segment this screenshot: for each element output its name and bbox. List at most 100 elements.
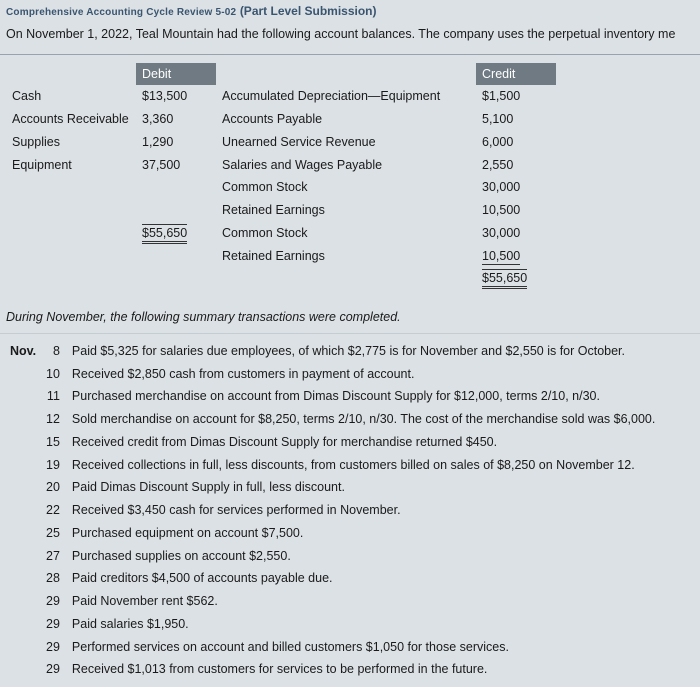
transaction-row: 29Performed services on account and bill… [6,636,694,659]
table-row: Common Stock30,000 [6,176,694,199]
transaction-row: 10Received $2,850 cash from customers in… [6,363,694,386]
transaction-desc: Received $3,450 cash for services perfor… [68,499,694,522]
month-label [6,499,42,522]
transaction-day: 19 [42,454,68,477]
transaction-day: 8 [42,340,68,363]
transaction-row: 29Paid November rent $562. [6,590,694,613]
debit-amount: 37,500 [136,154,216,177]
debit-account-name: Equipment [6,154,136,177]
debit-header: Debit [136,63,216,86]
transactions-intro: During November, the following summary t… [0,300,700,334]
debit-amount: 3,360 [136,108,216,131]
debit-amount: 1,290 [136,131,216,154]
transaction-row: 27Purchased supplies on account $2,550. [6,545,694,568]
transaction-row: 29Received $1,013 from customers for ser… [6,658,694,681]
table-row: Equipment37,500Salaries and Wages Payabl… [6,154,694,177]
transaction-day: 29 [42,636,68,659]
table-row: $55,650 [6,267,694,290]
credit-total: $55,650 [476,267,556,290]
table-row: Supplies1,290Unearned Service Revenue6,0… [6,131,694,154]
transaction-day: 29 [42,613,68,636]
credit-account-name: Common Stock [216,222,476,245]
transaction-desc: Paid Dimas Discount Supply in full, less… [68,476,694,499]
credit-header: Credit [476,63,556,86]
table-row: Retained Earnings10,500 [6,245,694,268]
table-row: Accounts Receivable3,360Accounts Payable… [6,108,694,131]
credit-amount: $1,500 [476,85,556,108]
month-label [6,522,42,545]
balances-section: Debit Credit Cash$13,500Accumulated Depr… [0,55,700,301]
table-row: Retained Earnings10,500 [6,199,694,222]
transaction-row: 15Received credit from Dimas Discount Su… [6,431,694,454]
transaction-row: 20Paid Dimas Discount Supply in full, le… [6,476,694,499]
transaction-desc: Purchased merchandise on account from Di… [68,385,694,408]
transaction-row: 11Purchased merchandise on account from … [6,385,694,408]
transaction-day: 27 [42,545,68,568]
transaction-row: Nov.8Paid $5,325 for salaries due employ… [6,340,694,363]
transaction-desc: Purchased supplies on account $2,550. [68,545,694,568]
month-label [6,363,42,386]
transaction-desc: Paid $5,325 for salaries due employees, … [68,340,694,363]
debit-total: $55,650 [136,222,216,245]
transaction-day: 29 [42,658,68,681]
debit-amount [136,199,216,222]
table-row: $55,650Common Stock30,000 [6,222,694,245]
transaction-day: 11 [42,385,68,408]
transaction-desc: Performed services on account and billed… [68,636,694,659]
intro-text: On November 1, 2022, Teal Mountain had t… [0,22,700,55]
debit-amount [136,176,216,199]
transaction-day: 25 [42,522,68,545]
transaction-row: 12Sold merchandise on account for $8,250… [6,408,694,431]
transaction-desc: Received collections in full, less disco… [68,454,694,477]
credit-account-name: Common Stock [216,176,476,199]
transaction-row: 19Received collections in full, less dis… [6,454,694,477]
month-label [6,636,42,659]
transaction-desc: Paid November rent $562. [68,590,694,613]
month-label [6,590,42,613]
table-header-row: Debit Credit [6,63,694,86]
transactions-section: Nov.8Paid $5,325 for salaries due employ… [0,334,700,687]
month-label [6,431,42,454]
debit-account-name [6,176,136,199]
transaction-row: 28Paid creditors $4,500 of accounts paya… [6,567,694,590]
transaction-desc: Paid salaries $1,950. [68,613,694,636]
credit-amount: 10,500 [476,245,556,268]
transactions-table: Nov.8Paid $5,325 for salaries due employ… [6,340,694,681]
debit-account-name: Cash [6,85,136,108]
credit-account-name: Salaries and Wages Payable [216,154,476,177]
credit-account-name: Accounts Payable [216,108,476,131]
transaction-day: 12 [42,408,68,431]
transaction-day: 22 [42,499,68,522]
transaction-row: 25Purchased equipment on account $7,500. [6,522,694,545]
title-pre: Comprehensive Accounting Cycle Review 5-… [6,7,236,18]
month-label: Nov. [6,340,42,363]
month-label [6,545,42,568]
credit-amount: 10,500 [476,199,556,222]
transaction-day: 28 [42,567,68,590]
transaction-day: 10 [42,363,68,386]
transaction-desc: Paid creditors $4,500 of accounts payabl… [68,567,694,590]
debit-amount: $13,500 [136,85,216,108]
title-part: (Part Level Submission) [240,4,377,18]
transaction-desc: Sold merchandise on account for $8,250, … [68,408,694,431]
month-label [6,476,42,499]
month-label [6,567,42,590]
credit-amount: 30,000 [476,176,556,199]
transaction-row: 29Paid salaries $1,950. [6,613,694,636]
credit-amount: 30,000 [476,222,556,245]
credit-account-name: Unearned Service Revenue [216,131,476,154]
month-label [6,658,42,681]
credit-account-name: Retained Earnings [216,199,476,222]
month-label [6,408,42,431]
credit-amount: 2,550 [476,154,556,177]
transaction-day: 20 [42,476,68,499]
credit-amount: 5,100 [476,108,556,131]
transaction-day: 15 [42,431,68,454]
transaction-desc: Purchased equipment on account $7,500. [68,522,694,545]
month-label [6,385,42,408]
transaction-desc: Received credit from Dimas Discount Supp… [68,431,694,454]
transaction-desc: Received $2,850 cash from customers in p… [68,363,694,386]
debit-account-name [6,199,136,222]
table-row: Cash$13,500Accumulated Depreciation—Equi… [6,85,694,108]
credit-account-name: Retained Earnings [216,245,476,268]
